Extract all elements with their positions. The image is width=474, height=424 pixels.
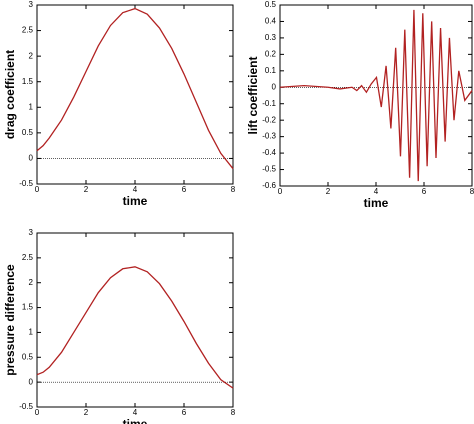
y-tick-label: 0.5 <box>22 128 34 137</box>
y-tick-label: 1.5 <box>22 77 34 86</box>
y-tick-label: 0.2 <box>265 49 277 58</box>
x-tick-label: 2 <box>84 185 89 194</box>
x-axis-label: time <box>123 194 148 208</box>
plot-frame <box>36 4 234 185</box>
data-line <box>36 266 234 389</box>
y-tick-label: 1.5 <box>22 303 34 312</box>
y-tick-label: 2.5 <box>22 253 34 262</box>
y-tick-label: 3 <box>29 228 34 237</box>
x-tick-label: 0 <box>35 408 40 417</box>
x-tick-label: 0 <box>35 185 40 194</box>
y-tick-label: -0.4 <box>262 148 276 157</box>
y-tick-label: -0.5 <box>19 179 33 188</box>
y-tick-label: 0 <box>29 154 34 163</box>
x-axis-label: time <box>123 417 148 424</box>
x-tick-label: 6 <box>422 187 427 196</box>
y-tick-label: -0.5 <box>262 165 276 174</box>
data-line <box>36 7 234 170</box>
plot-frame <box>36 232 234 408</box>
data-line <box>279 9 473 182</box>
y-tick-label: -0.1 <box>262 99 276 108</box>
y-tick-label: 0.3 <box>265 33 277 42</box>
y-tick-label: 2 <box>29 51 34 60</box>
y-tick-label: 0.1 <box>265 66 277 75</box>
y-tick-label: 2.5 <box>22 26 34 35</box>
y-tick-label: 0 <box>272 82 277 91</box>
x-tick-label: 6 <box>182 408 187 417</box>
x-tick-label: 8 <box>470 187 474 196</box>
y-tick-label: 0 <box>29 377 34 386</box>
y-tick-label: 1 <box>29 102 34 111</box>
x-tick-label: 2 <box>326 187 331 196</box>
y-tick-label: 1 <box>29 328 34 337</box>
y-axis-label: lift coefficient <box>246 56 260 134</box>
y-axis-label: drag coefficient <box>3 50 17 139</box>
x-tick-label: 6 <box>182 185 187 194</box>
y-axis-label: pressure difference <box>3 264 17 376</box>
x-axis-label: time <box>364 196 389 210</box>
y-tick-label: -0.6 <box>262 181 276 190</box>
y-tick-label: 3 <box>29 0 34 9</box>
y-tick-label: 0.4 <box>265 17 277 26</box>
x-tick-label: 2 <box>84 408 89 417</box>
x-tick-label: 8 <box>231 185 236 194</box>
y-tick-label: 0.5 <box>22 352 34 361</box>
y-tick-label: -0.3 <box>262 132 276 141</box>
y-tick-label: -0.2 <box>262 115 276 124</box>
y-tick-label: -0.5 <box>19 402 33 411</box>
x-tick-label: 8 <box>231 408 236 417</box>
x-tick-label: 0 <box>278 187 283 196</box>
y-tick-label: 0.5 <box>265 0 277 9</box>
y-tick-label: 2 <box>29 278 34 287</box>
x-tick-label: 4 <box>374 187 379 196</box>
x-tick-label: 4 <box>133 408 138 417</box>
x-tick-label: 4 <box>133 185 138 194</box>
